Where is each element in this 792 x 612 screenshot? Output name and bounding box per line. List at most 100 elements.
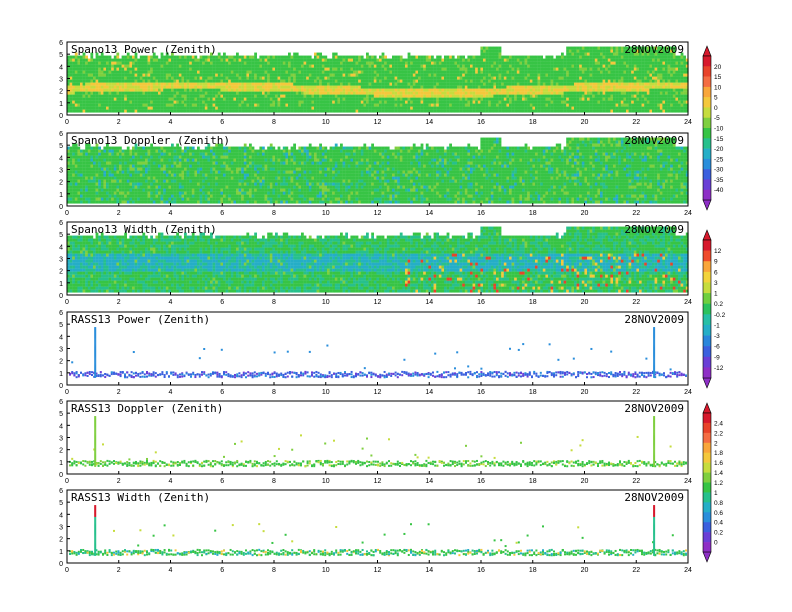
heat-cell	[163, 88, 166, 92]
heat-cell	[576, 103, 580, 107]
heat-cell	[129, 82, 133, 86]
heat-cell	[389, 76, 393, 80]
heat-cell	[142, 58, 146, 62]
heat-cell	[90, 194, 94, 198]
heat-cell	[477, 109, 481, 113]
heat-cell	[269, 82, 273, 86]
heat-cell	[87, 173, 91, 177]
heat-cell	[529, 97, 533, 101]
heat-cell	[397, 109, 400, 113]
heat-cell	[449, 85, 452, 89]
heat-cell	[93, 161, 96, 165]
heat-cell	[191, 76, 195, 80]
heat-cell	[80, 85, 83, 89]
heat-cell	[568, 103, 572, 107]
heat-cell	[82, 85, 86, 89]
heat-cell	[155, 109, 159, 113]
heat-cell	[522, 103, 525, 107]
heat-cell	[176, 106, 179, 110]
heat-cell	[85, 94, 88, 98]
heat-cell	[657, 88, 660, 92]
heat-cell	[652, 67, 655, 71]
heat-cell	[657, 109, 660, 113]
heat-cell	[67, 100, 70, 104]
heat-cell	[173, 61, 177, 65]
heat-cell	[340, 73, 343, 77]
heat-cell	[212, 82, 216, 86]
heat-cell	[191, 67, 195, 71]
heat-cell	[524, 61, 528, 65]
heat-cell	[199, 88, 203, 92]
heat-cell	[467, 88, 471, 92]
heat-cell	[467, 94, 471, 98]
heat-cell	[178, 88, 182, 92]
heat-cell	[108, 76, 112, 80]
heat-cell	[420, 94, 424, 98]
heat-cell	[168, 103, 172, 107]
heat-cell	[558, 109, 562, 113]
heat-cell	[441, 85, 445, 89]
heat-cell	[243, 79, 247, 83]
heat-cell	[72, 149, 75, 153]
heat-cell	[438, 109, 442, 113]
heat-cell	[301, 94, 304, 98]
heat-cell	[82, 70, 86, 74]
heat-cell	[288, 52, 291, 56]
heat-cell	[675, 70, 679, 74]
heat-cell	[496, 79, 499, 83]
heat-cell	[490, 52, 494, 56]
heat-cell	[155, 61, 159, 65]
heat-cell	[280, 64, 283, 68]
heat-cell	[652, 49, 655, 53]
heat-cell	[394, 94, 398, 98]
heat-cell	[389, 97, 393, 101]
heat-cell	[563, 64, 567, 68]
heat-cell	[498, 91, 502, 95]
heat-cell	[425, 64, 429, 68]
heat-cell	[594, 82, 598, 86]
heat-cell	[111, 88, 114, 92]
heat-cell	[111, 58, 114, 62]
heat-cell	[269, 73, 273, 77]
heat-cell	[493, 109, 497, 113]
heat-cell	[670, 73, 673, 77]
heat-cell	[319, 58, 322, 62]
heat-cell	[100, 73, 104, 77]
heat-cell	[173, 85, 177, 89]
heat-cell	[129, 67, 133, 71]
heat-cell	[561, 97, 564, 101]
heat-cell	[311, 76, 315, 80]
heat-cell	[397, 55, 400, 59]
heat-cell	[576, 88, 580, 92]
heat-cell	[311, 64, 315, 68]
heat-cell	[678, 67, 681, 71]
heat-cell	[446, 70, 450, 74]
heat-cell	[607, 100, 611, 104]
heat-cell	[67, 88, 70, 92]
heat-cell	[337, 106, 341, 110]
heat-cell	[498, 94, 502, 98]
heat-cell	[613, 103, 616, 107]
heat-cell	[241, 61, 244, 65]
heat-cell	[194, 100, 198, 104]
heat-cell	[220, 106, 224, 110]
heat-cell	[103, 106, 107, 110]
heat-cell	[615, 85, 619, 89]
heat-cell	[350, 94, 354, 98]
heat-cell	[228, 79, 231, 83]
heat-cell	[415, 91, 419, 95]
heat-cell	[74, 155, 78, 159]
heat-cell	[251, 76, 255, 80]
heat-cell	[342, 70, 346, 74]
heat-cell	[480, 70, 484, 74]
heat-cell	[220, 100, 224, 104]
heat-cell	[392, 64, 395, 68]
heat-cell	[615, 76, 619, 80]
heat-cell	[301, 73, 304, 77]
heat-cell	[85, 85, 88, 89]
heat-cell	[605, 52, 608, 56]
heat-cell	[316, 94, 320, 98]
heat-cell	[457, 109, 460, 113]
heat-cell	[85, 76, 88, 80]
heat-cell	[657, 73, 660, 77]
